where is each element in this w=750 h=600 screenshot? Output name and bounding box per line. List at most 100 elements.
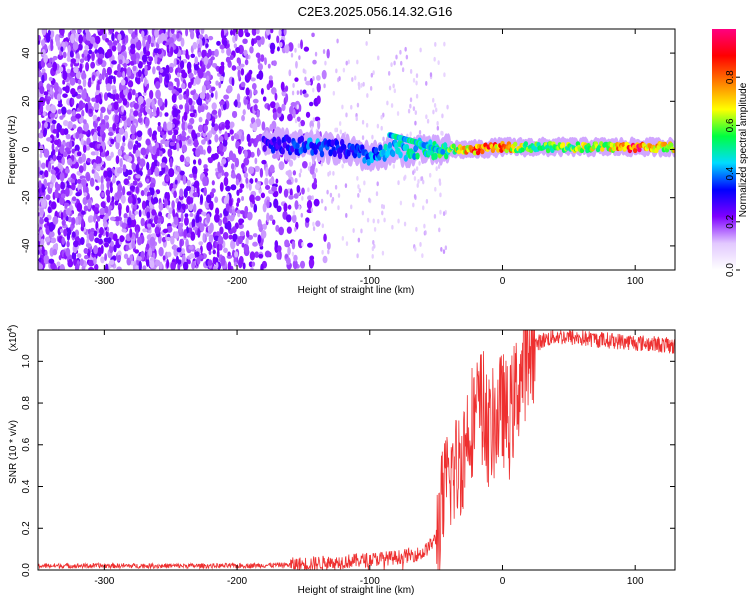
noise-speckle xyxy=(38,110,41,116)
noise-speckle xyxy=(260,36,265,45)
sparse-speckle xyxy=(387,70,391,76)
noise-speckle xyxy=(288,159,294,167)
sparse-speckle xyxy=(338,76,341,81)
noise-speckle xyxy=(250,77,256,82)
noise-speckle xyxy=(81,90,87,100)
noise-speckle xyxy=(75,113,82,119)
noise-speckle xyxy=(253,203,258,213)
noise-speckle xyxy=(198,116,203,123)
snr-multiplier-open: (x10 xyxy=(8,331,19,351)
noise-speckle xyxy=(160,139,166,145)
noise-speckle xyxy=(38,160,42,169)
sparse-speckle xyxy=(415,166,419,172)
noise-speckle xyxy=(301,187,305,195)
noise-speckle xyxy=(187,259,191,265)
noise-speckle xyxy=(52,154,57,162)
noise-speckle xyxy=(78,156,83,164)
noise-speckle xyxy=(101,192,105,197)
noise-speckle xyxy=(152,105,157,115)
noise-speckle xyxy=(293,254,298,262)
sparse-speckle xyxy=(372,70,375,76)
sparse-speckle xyxy=(391,224,394,230)
noise-speckle xyxy=(201,211,206,216)
noise-speckle xyxy=(168,86,174,91)
noise-speckle xyxy=(260,229,267,239)
noise-speckle xyxy=(115,133,122,143)
sparse-speckle xyxy=(344,183,348,189)
noise-speckle xyxy=(164,112,169,117)
sparse-speckle xyxy=(439,209,442,215)
noise-speckle xyxy=(65,133,71,140)
noise-speckle xyxy=(269,123,273,132)
noise-speckle xyxy=(122,185,126,196)
noise-speckle xyxy=(92,162,97,169)
sparse-speckle xyxy=(377,218,380,224)
noise-speckle xyxy=(266,83,271,91)
noise-speckle xyxy=(67,259,74,268)
noise-speckle xyxy=(62,119,69,127)
noise-speckle xyxy=(204,105,209,110)
x-tick-label: -200 xyxy=(227,276,247,287)
sparse-speckle xyxy=(350,204,353,210)
noise-speckle xyxy=(223,171,229,178)
noise-speckle xyxy=(72,41,79,51)
noise-speckle xyxy=(231,111,238,119)
sparse-speckle xyxy=(380,125,383,131)
noise-speckle xyxy=(46,221,50,227)
noise-speckle xyxy=(89,142,95,149)
noise-speckle xyxy=(202,232,206,243)
sparse-speckle xyxy=(413,176,417,181)
noise-speckle xyxy=(52,248,58,256)
noise-speckle xyxy=(287,204,292,210)
noise-speckle xyxy=(67,120,73,130)
noise-speckle xyxy=(203,187,207,197)
noise-speckle xyxy=(189,112,196,118)
noise-speckle xyxy=(307,242,313,248)
noise-speckle xyxy=(299,260,306,269)
ridge-core xyxy=(286,136,292,144)
noise-speckle xyxy=(84,56,88,61)
noise-speckle xyxy=(48,77,53,82)
sparse-speckle xyxy=(297,43,301,49)
noise-speckle xyxy=(108,205,113,210)
noise-speckle xyxy=(87,201,92,210)
sparse-speckle xyxy=(304,76,307,82)
colorbar-label: Normalized spectral amplitude xyxy=(738,82,749,217)
noise-speckle xyxy=(137,95,144,105)
noise-speckle xyxy=(226,85,233,92)
snr-x-ticks: -300 -200 -100 0 100 xyxy=(94,330,644,587)
sparse-speckle xyxy=(444,245,448,251)
sparse-speckle xyxy=(425,81,428,86)
noise-speckle xyxy=(109,185,113,194)
noise-speckle xyxy=(197,228,201,238)
noise-speckle xyxy=(267,104,271,111)
noise-speckle xyxy=(63,128,69,136)
noise-speckle xyxy=(114,114,120,124)
noise-speckle xyxy=(38,103,41,108)
noise-speckle xyxy=(90,61,96,69)
noise-speckle xyxy=(127,195,133,204)
sparse-speckle xyxy=(422,179,425,185)
y-tick-label: 20 xyxy=(21,95,32,107)
noise-speckle xyxy=(127,140,134,150)
noise-speckle xyxy=(223,196,229,206)
noise-speckle xyxy=(172,118,178,124)
noise-speckle xyxy=(218,135,224,143)
noise-speckle xyxy=(122,70,126,80)
noise-speckle xyxy=(147,195,152,201)
sparse-speckle xyxy=(404,46,407,52)
noise-speckle xyxy=(112,175,116,183)
noise-speckle xyxy=(179,154,185,163)
noise-speckle xyxy=(238,188,243,194)
sparse-speckle xyxy=(442,249,446,255)
noise-speckle xyxy=(186,196,192,205)
noise-speckle xyxy=(122,164,127,173)
noise-speckle xyxy=(315,220,321,227)
sparse-speckle xyxy=(312,226,316,232)
noise-speckle xyxy=(274,92,278,101)
noise-speckle xyxy=(286,226,292,234)
noise-speckle xyxy=(204,80,211,86)
noise-speckle xyxy=(152,66,156,75)
noise-speckle xyxy=(230,29,234,36)
colorbar-tick-label: 0.4 xyxy=(725,166,736,180)
